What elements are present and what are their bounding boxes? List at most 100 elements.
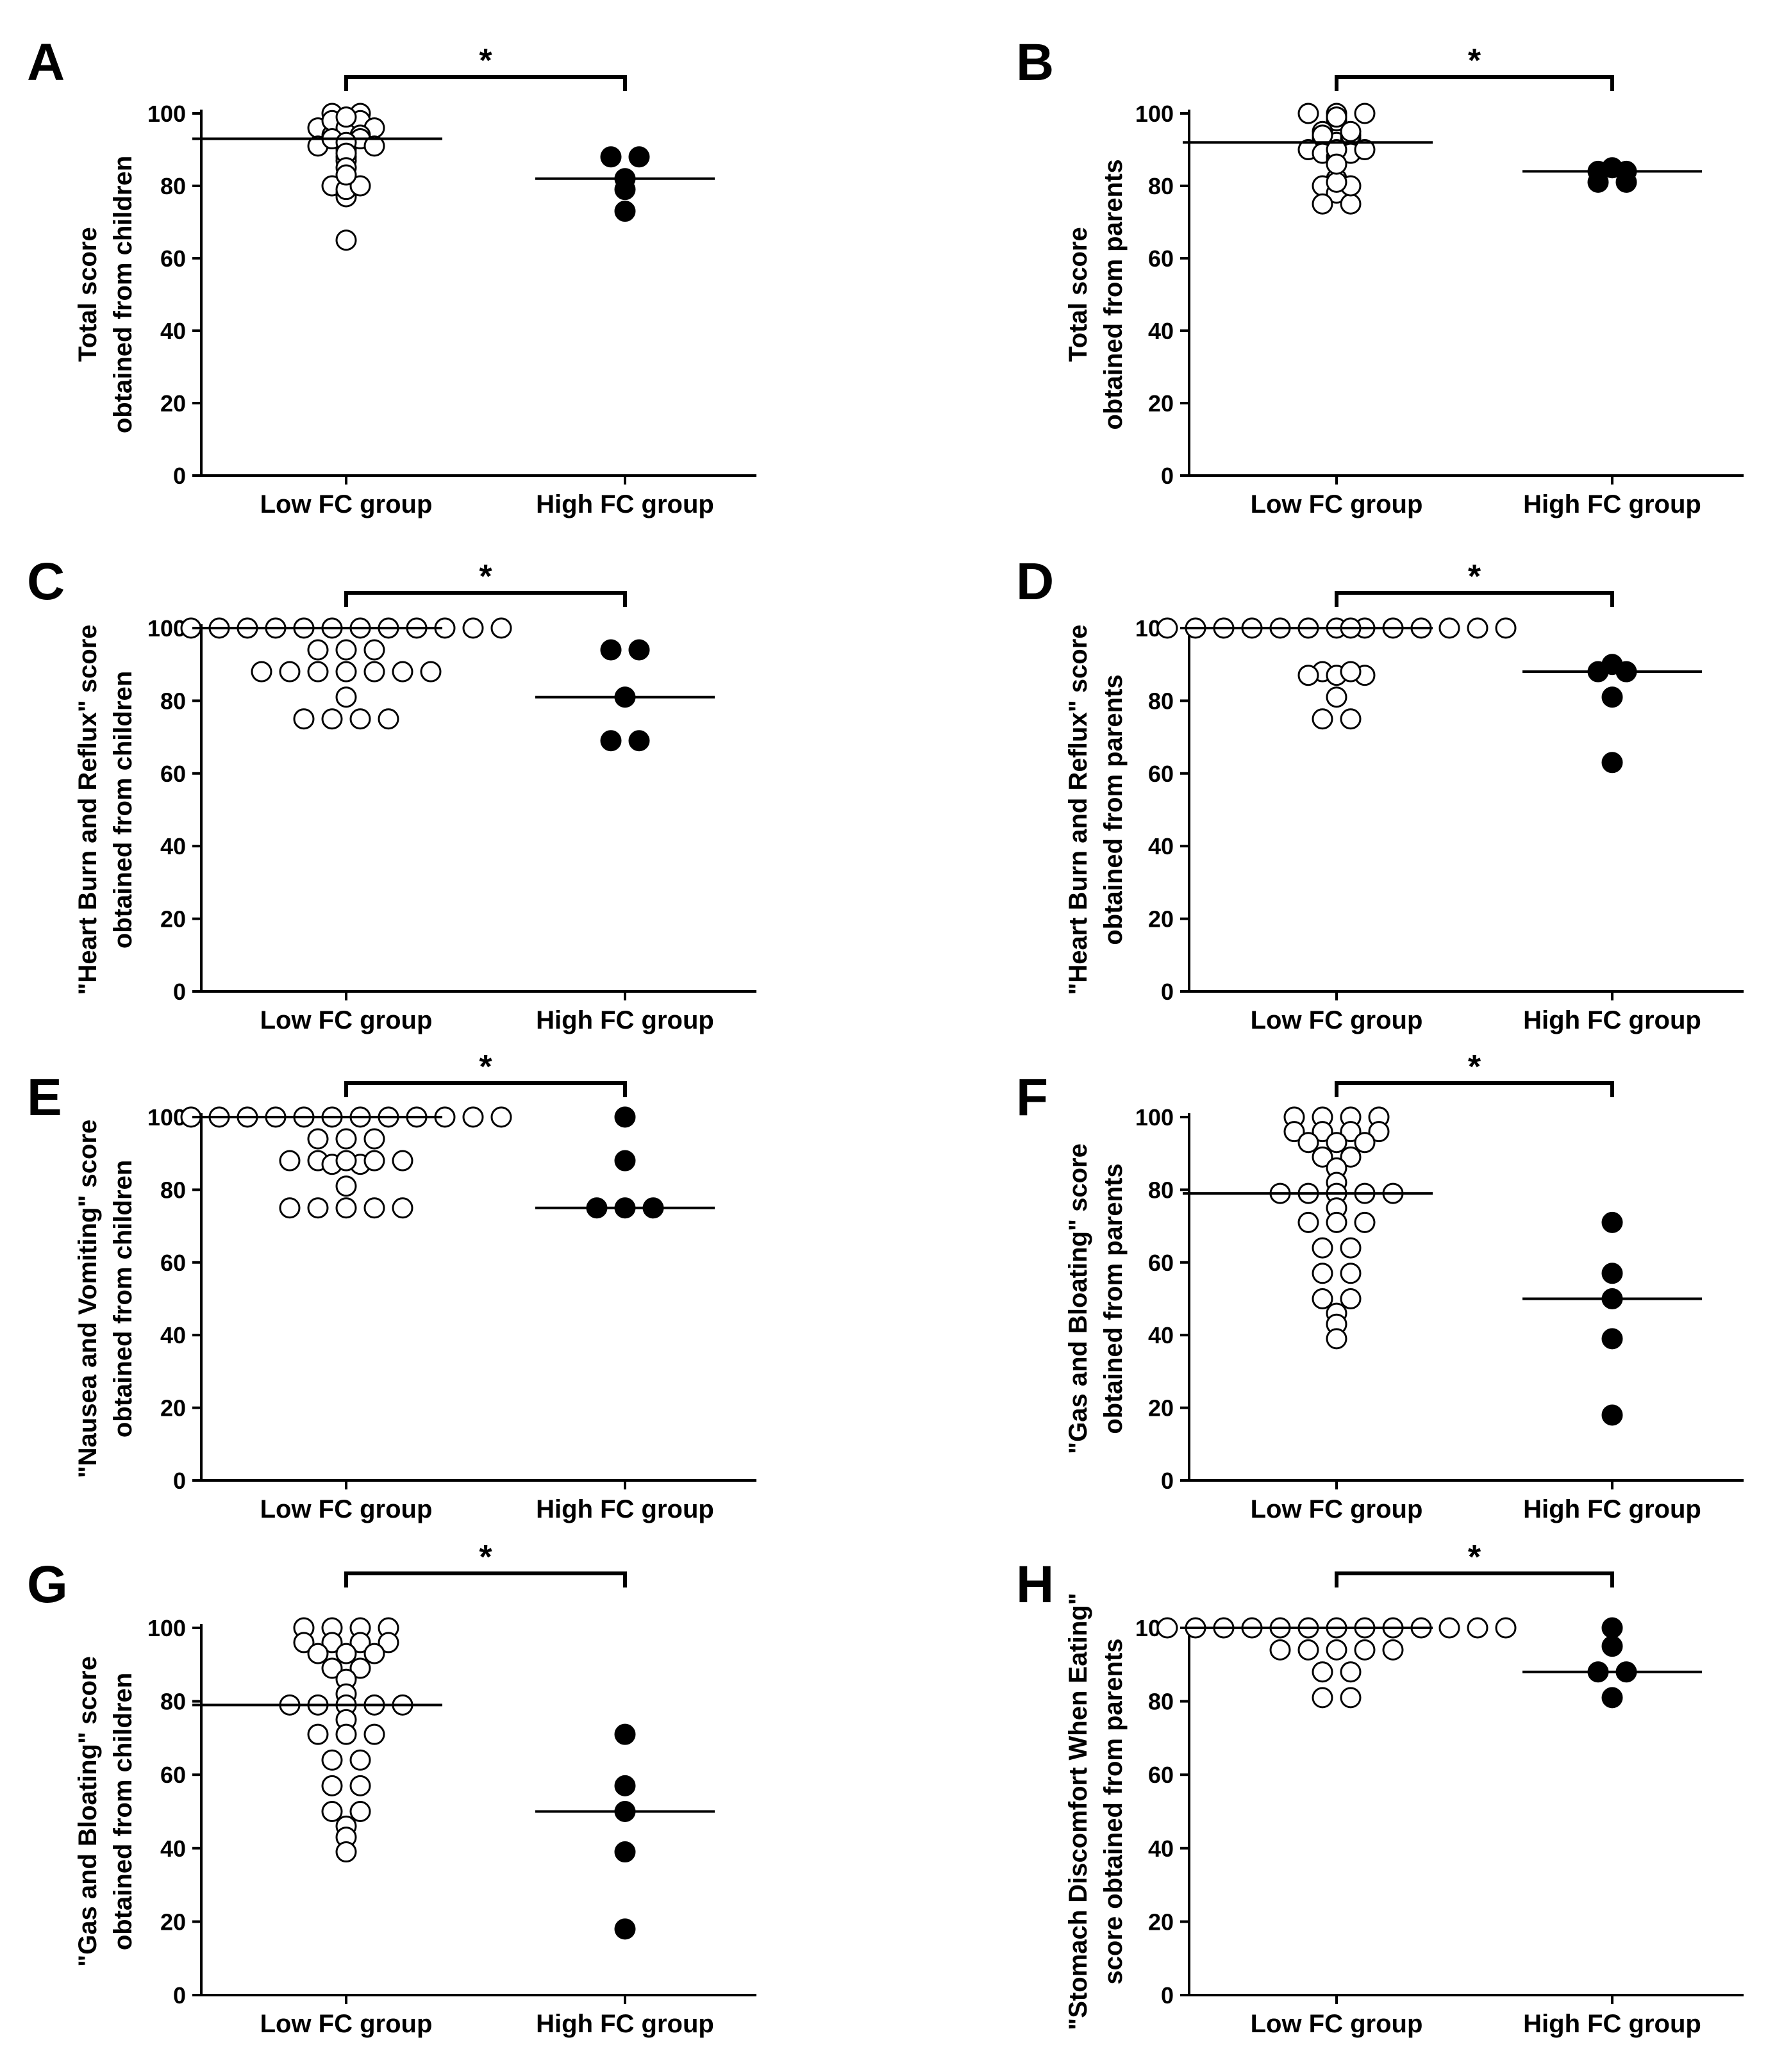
y-tick-label: 20: [160, 1909, 186, 1935]
low-fc-point: [1312, 1288, 1333, 1309]
y-tick-label: 60: [1148, 1250, 1174, 1276]
low-fc-point: [307, 1643, 329, 1664]
y-axis-label: obtained from parents: [1099, 1163, 1128, 1434]
x-category-label: High FC group: [536, 2010, 714, 2038]
significance-star: *: [1468, 42, 1481, 79]
y-tick-label: 20: [160, 906, 186, 932]
panel-letter: G: [27, 1555, 68, 1614]
low-fc-point: [321, 1657, 343, 1679]
low-fc-point: [335, 1723, 357, 1745]
low-fc-point: [279, 661, 301, 683]
low-fc-point: [335, 1643, 357, 1664]
y-tick-label: 100: [147, 615, 186, 642]
low-fc-point: [1354, 1211, 1376, 1233]
significance-star: *: [479, 558, 492, 595]
y-tick-label: 0: [173, 1468, 186, 1494]
low-fc-point: [363, 1643, 385, 1664]
low-fc-point: [335, 106, 357, 128]
y-tick-label: 40: [1148, 833, 1174, 859]
x-category-label: Low FC group: [1251, 490, 1423, 518]
high-fc-point: [1601, 1328, 1623, 1350]
low-fc-point: [307, 1128, 329, 1150]
y-tick-label: 0: [1161, 1982, 1174, 2009]
high-fc-point: [614, 1150, 636, 1172]
low-fc-point: [1312, 1121, 1333, 1143]
high-fc-point: [628, 639, 650, 661]
low-fc-point: [1326, 686, 1347, 708]
low-fc-point: [1297, 665, 1319, 686]
x-category-label: High FC group: [536, 1006, 714, 1034]
x-category-label: Low FC group: [1251, 2010, 1423, 2038]
y-tick-label: 0: [173, 1982, 186, 2009]
low-fc-point: [321, 1632, 343, 1653]
low-fc-point: [1382, 1639, 1404, 1661]
high-fc-point: [600, 639, 622, 661]
y-axis-label: obtained from children: [109, 1160, 137, 1438]
y-axis-label: obtained from children: [109, 671, 137, 949]
x-category-label: Low FC group: [260, 1006, 433, 1034]
low-fc-point: [1297, 1639, 1319, 1661]
significance-star: *: [479, 1539, 492, 1576]
y-axis-label: obtained from children: [109, 1673, 137, 1950]
y-tick-label: 20: [1148, 390, 1174, 417]
low-fc-point: [1368, 1121, 1390, 1143]
y-axis-label: Total score: [1064, 227, 1092, 361]
panel-b: B 0 20 40 60 80 100 Low FC group High FC group To…: [1016, 33, 1744, 518]
low-fc-point: [251, 661, 272, 683]
y-axis-label: obtained from parents: [1099, 159, 1128, 429]
y-tick-label: 20: [160, 1395, 186, 1421]
y-tick-label: 60: [1148, 245, 1174, 272]
low-fc-point: [1326, 153, 1347, 175]
low-fc-point: [363, 661, 385, 683]
y-tick-label: 80: [1148, 1177, 1174, 1203]
low-fc-point: [1283, 1121, 1305, 1143]
low-fc-point: [1354, 139, 1376, 160]
high-fc-point: [1601, 686, 1623, 708]
y-tick-label: 60: [160, 1762, 186, 1788]
y-tick-label: 40: [160, 833, 186, 859]
low-fc-point: [335, 164, 357, 186]
x-category-label: Low FC group: [260, 1495, 433, 1523]
y-axis-label: Total score: [74, 227, 102, 361]
low-fc-point: [1354, 1132, 1376, 1154]
low-fc-point: [1326, 1639, 1347, 1661]
y-tick-label: 20: [1148, 1395, 1174, 1421]
low-fc-point: [349, 175, 371, 197]
significance-star: *: [1468, 558, 1481, 595]
significance-bracket: [344, 1081, 627, 1097]
high-fc-point: [600, 146, 622, 168]
x-category-label: Low FC group: [260, 2010, 433, 2038]
y-tick-label: 60: [1148, 761, 1174, 787]
x-category-label: High FC group: [1523, 1495, 1701, 1523]
panel-letter: A: [27, 33, 65, 92]
low-fc-point: [335, 639, 357, 661]
low-fc-point: [335, 1841, 357, 1863]
panel-letter: D: [1016, 552, 1054, 611]
significance-bracket: [1335, 1081, 1614, 1097]
panel-c: C 0 20 40 60 80 100 Low FC group High FC group "H…: [27, 552, 756, 1034]
low-fc-point: [1340, 193, 1362, 215]
low-fc-point: [363, 1197, 385, 1219]
y-tick-label: 40: [160, 1322, 186, 1348]
low-fc-point: [1312, 1146, 1333, 1168]
low-fc-point: [490, 617, 512, 639]
y-axis-label: obtained from parents: [1099, 674, 1128, 945]
low-fc-point: [1467, 1617, 1488, 1639]
low-fc-point: [1312, 1687, 1333, 1709]
y-tick-label: 80: [160, 688, 186, 714]
low-fc-point: [349, 1775, 371, 1796]
high-fc-point: [628, 730, 650, 752]
x-category-label: High FC group: [1523, 1006, 1701, 1034]
panel-f: F 0 20 40 60 80 100 Low FC group High FC group "G…: [1016, 1048, 1744, 1523]
low-fc-point: [1326, 1132, 1347, 1154]
low-fc-point: [363, 1723, 385, 1745]
y-tick-label: 80: [160, 1689, 186, 1715]
low-fc-point: [378, 708, 399, 730]
low-fc-point: [462, 1106, 484, 1128]
low-fc-point: [1269, 1639, 1291, 1661]
low-fc-point: [1354, 103, 1376, 124]
low-fc-point: [1312, 193, 1333, 215]
y-tick-label: 0: [1161, 1468, 1174, 1494]
y-tick-label: 80: [1148, 173, 1174, 199]
